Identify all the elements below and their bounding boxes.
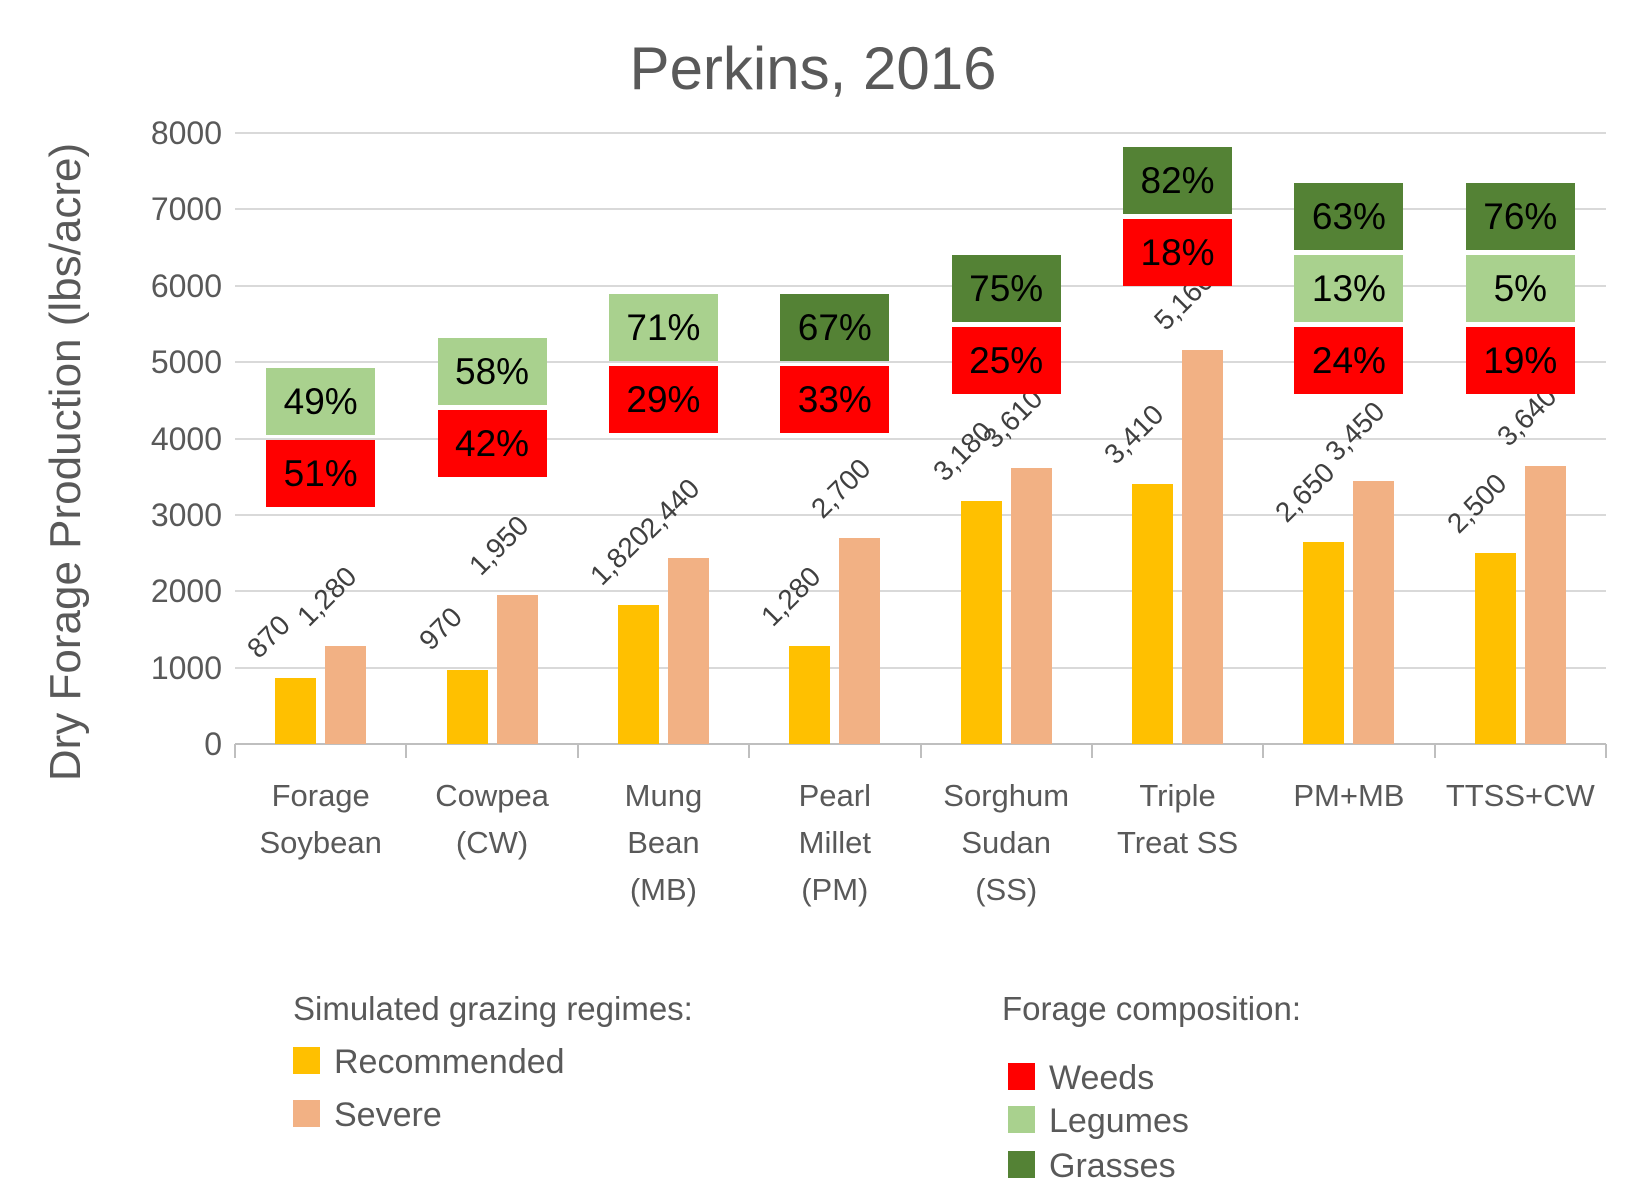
severe-swatch	[293, 1100, 320, 1127]
gridline-5000	[235, 361, 1606, 364]
legend-item-label: Recommended	[334, 1043, 565, 1081]
x-axis-tick	[748, 744, 751, 758]
gridline-3000	[235, 513, 1606, 516]
composition-box-weeds: 29%	[608, 366, 718, 434]
y-tick-label: 5000	[150, 344, 222, 381]
bar-severe-1	[325, 646, 367, 744]
y-tick-label: 1000	[150, 649, 222, 686]
bar-severe-6	[1182, 349, 1224, 744]
weeds-swatch	[1008, 1063, 1035, 1090]
composition-box-grasses: 63%	[1294, 182, 1404, 250]
bar-recommended-5	[960, 501, 1002, 744]
bar-recommended-2	[446, 669, 488, 744]
composition-box-weeds: 18%	[1123, 218, 1233, 286]
legend-item-label: Legumes	[1049, 1102, 1189, 1140]
composition-box-legumes: 71%	[608, 294, 718, 362]
bar-value-label: 3,450	[1319, 395, 1391, 467]
x-axis-tick	[1605, 744, 1607, 758]
bar-recommended-3	[617, 604, 659, 744]
grasses-swatch	[1008, 1151, 1035, 1178]
composition-box-weeds: 51%	[266, 440, 376, 508]
category-label: Pearl Millet (PM)	[798, 778, 871, 907]
bar-severe-3	[667, 557, 709, 744]
x-axis-tick	[1433, 744, 1436, 758]
bar-value-label: 2,650	[1269, 456, 1341, 528]
composition-box-weeds: 25%	[951, 327, 1061, 395]
legend-grazing-title: Simulated grazing regimes:	[293, 990, 693, 1027]
category-label: PM+MB	[1293, 778, 1405, 813]
bar-recommended-8	[1474, 553, 1516, 744]
category-label: Triple Treat SS	[1116, 778, 1239, 860]
y-tick-label: 7000	[150, 191, 222, 228]
legumes-swatch	[1008, 1106, 1035, 1133]
gridline-4000	[235, 437, 1606, 440]
composition-box-weeds: 24%	[1294, 326, 1404, 394]
gridline-1000	[235, 666, 1606, 669]
y-axis-title: Dry Forage Production (lbs/acre)	[41, 142, 90, 782]
legend-item-label: Severe	[334, 1096, 442, 1134]
bar-value-label: 1,280	[291, 560, 363, 633]
x-axis-tick	[919, 744, 922, 758]
bar-severe-2	[496, 595, 538, 744]
gridline-7000	[235, 208, 1606, 211]
y-tick-label: 6000	[150, 267, 222, 304]
y-tick-label: 8000	[150, 115, 222, 151]
bar-value-label: 2,500	[1440, 467, 1513, 540]
recommended-swatch	[293, 1047, 320, 1074]
bar-recommended-4	[789, 646, 831, 744]
gridline-6000	[235, 284, 1606, 287]
gridline-2000	[235, 590, 1606, 593]
composition-box-grasses: 75%	[951, 255, 1061, 323]
x-axis-tick	[234, 744, 236, 758]
x-axis-tick	[405, 744, 408, 758]
bar-severe-4	[839, 537, 881, 744]
bar-value-label: 970	[412, 600, 468, 656]
y-tick-label: 4000	[150, 420, 222, 457]
category-label: Sorghum Sudan (SS)	[943, 778, 1070, 907]
chart-title: Perkins, 2016	[629, 35, 997, 102]
bar-severe-5	[1010, 468, 1052, 744]
composition-box-legumes: 58%	[437, 337, 547, 405]
composition-box-grasses: 82%	[1123, 146, 1233, 214]
x-axis-tick	[1090, 744, 1093, 758]
bar-value-label: 1,280	[755, 560, 827, 633]
bar-recommended-1	[275, 677, 317, 744]
bar-value-label: 3,410	[1098, 398, 1170, 470]
bar-severe-7	[1353, 480, 1395, 744]
bar-recommended-7	[1303, 541, 1345, 744]
bar-value-label: 870	[241, 608, 297, 664]
bar-recommended-6	[1132, 483, 1174, 744]
legend-composition-title: Forage composition:	[1002, 990, 1301, 1027]
legend-item-label: Weeds	[1049, 1059, 1155, 1097]
y-tick-label: 3000	[150, 496, 222, 533]
y-tick-label: 0	[204, 726, 222, 762]
composition-box-legumes: 5%	[1465, 255, 1575, 323]
composition-box-legumes: 13%	[1294, 254, 1404, 322]
category-label: Forage Soybean	[259, 778, 382, 860]
composition-box-weeds: 19%	[1465, 327, 1575, 395]
composition-box-legumes: 49%	[266, 368, 376, 436]
bar-severe-8	[1524, 465, 1566, 744]
x-axis-tick	[576, 744, 579, 758]
x-axis-tick	[1262, 744, 1265, 758]
composition-box-weeds: 33%	[780, 366, 890, 434]
composition-box-grasses: 76%	[1465, 183, 1575, 251]
category-label: Cowpea (CW)	[435, 778, 549, 860]
category-label: TTSS+CW	[1445, 778, 1595, 813]
legend-item-label: Grasses	[1049, 1147, 1176, 1185]
bar-value-label: 1,950	[462, 509, 535, 582]
y-tick-label: 2000	[150, 573, 222, 610]
gridline-8000	[235, 132, 1606, 134]
composition-box-weeds: 42%	[437, 409, 547, 477]
composition-box-grasses: 67%	[780, 294, 890, 362]
bar-value-label: 2,440	[634, 472, 706, 544]
category-label: Mung Bean (MB)	[624, 778, 703, 907]
